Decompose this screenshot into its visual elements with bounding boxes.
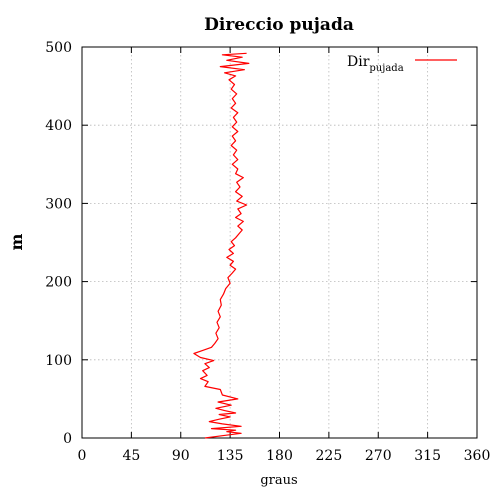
- y-tick-label: 100: [45, 353, 72, 369]
- axis-ticks: [81, 46, 478, 439]
- legend-entry-label: Dirpujada: [347, 54, 404, 74]
- x-tick-label: 360: [464, 448, 491, 464]
- y-tick-label: 500: [45, 40, 72, 56]
- legend: Dirpujada: [347, 54, 457, 74]
- y-tick-label: 200: [45, 275, 72, 291]
- y-tick-label: 400: [45, 118, 72, 134]
- tick-labels: 0 45 90 135 180 225 270 315 360 0 100 200 300 400 500: [45, 40, 490, 464]
- x-tick-label: 135: [217, 448, 244, 464]
- legend-entry-name: Dir: [347, 54, 370, 70]
- series-group: [193, 52, 250, 439]
- x-tick-label: 90: [172, 448, 190, 464]
- x-tick-label: 315: [414, 448, 441, 464]
- chart-title: Direccio pujada: [204, 15, 354, 35]
- grid-lines: [82, 47, 477, 438]
- x-axis-label: graus: [260, 473, 297, 488]
- y-axis-label: m: [7, 233, 26, 250]
- x-tick-label: 45: [122, 448, 140, 464]
- y-tick-label: 0: [63, 431, 72, 447]
- x-tick-label: 270: [365, 448, 392, 464]
- y-tick-label: 300: [45, 196, 72, 212]
- x-tick-label: 0: [78, 448, 87, 464]
- series-line-dir: [193, 52, 250, 439]
- x-tick-label: 180: [266, 448, 293, 464]
- legend-entry-subscript: pujada: [369, 63, 403, 74]
- x-tick-label: 225: [316, 448, 343, 464]
